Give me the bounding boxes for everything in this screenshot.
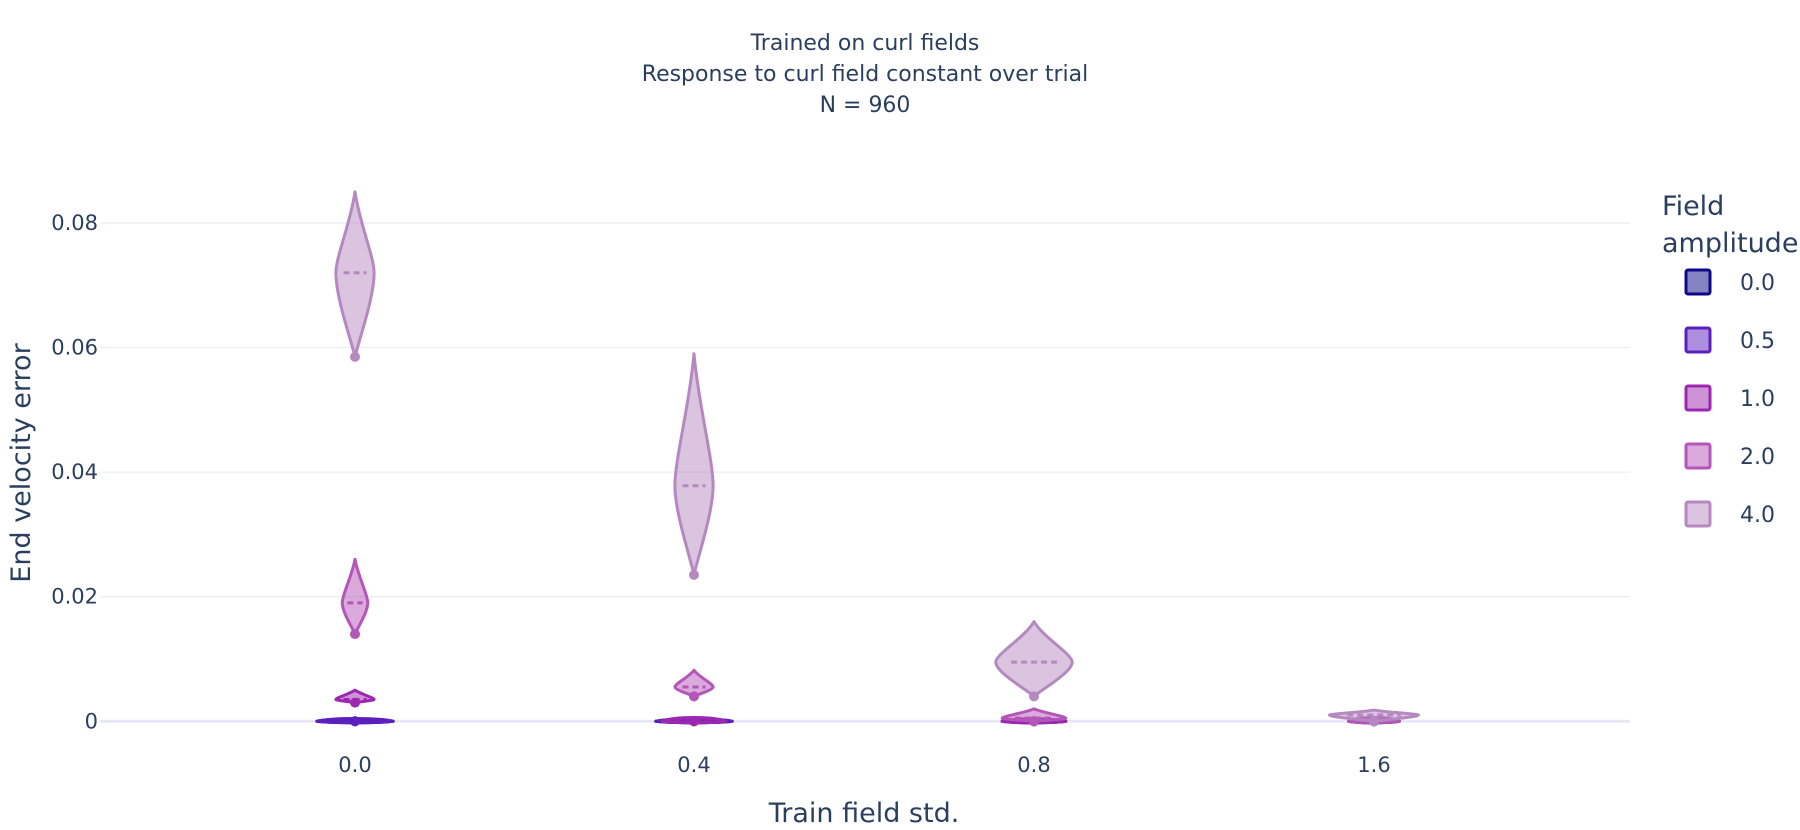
y-axis-title: End velocity error [6, 342, 37, 582]
legend-swatch [1684, 442, 1712, 470]
y-axis-ticks: 0 0.02 0.04 0.06 0.08 [51, 211, 98, 733]
x-axis-title: Train field std. [768, 798, 960, 829]
x-tick-label: 0.8 [1017, 753, 1050, 777]
legend-label: 4.0 [1740, 503, 1775, 528]
violin-body [340, 557, 370, 636]
violin-4.0-0.0 [334, 190, 376, 362]
violin-min-point [1029, 691, 1039, 702]
x-tick-label: 1.6 [1357, 753, 1390, 777]
legend-item-0.0[interactable]: 0.0 [1684, 268, 1775, 296]
violin-plot-area [315, 190, 1421, 727]
legend-title-line-2: amplitude [1662, 228, 1798, 259]
violin-min-point [350, 697, 360, 708]
violin-4.0-1.6 [1327, 708, 1421, 727]
violin-1.0-0.0 [334, 688, 376, 708]
y-tick-label: 0.06 [51, 336, 98, 360]
violin-1.0-0.4 [660, 716, 728, 727]
legend-item-1.0[interactable]: 1.0 [1684, 384, 1775, 412]
violin-4.0-0.8 [994, 620, 1074, 702]
chart-title-line-2: Response to curl field constant over tri… [642, 62, 1088, 87]
chart-title-line-1: Trained on curl fields [750, 31, 980, 56]
legend: Field amplitude 0.0 0.5 1.0 2.0 4.0 [1662, 191, 1798, 528]
legend-swatch [1684, 500, 1712, 528]
y-tick-label: 0.02 [51, 585, 98, 609]
violin-body [673, 352, 715, 577]
y-gridlines [100, 222, 1630, 723]
y-tick-label: 0 [85, 709, 98, 733]
x-axis-ticks: 0.0 0.4 0.8 1.6 [338, 753, 1390, 777]
legend-item-4.0[interactable]: 4.0 [1684, 500, 1775, 528]
chart-title: Trained on curl fields Response to curl … [642, 31, 1088, 118]
violin-body [334, 190, 376, 359]
violin-0.5-0.0 [315, 716, 395, 727]
chart-title-line-3: N = 960 [820, 93, 911, 118]
violin-2.0-0.4 [673, 668, 715, 702]
legend-label: 0.5 [1740, 329, 1775, 354]
violin-2.0-0.8 [1000, 707, 1068, 727]
violin-2.0-0.0 [340, 557, 370, 640]
legend-label: 1.0 [1740, 387, 1775, 412]
legend-label: 0.0 [1740, 271, 1775, 296]
violin-min-point [350, 351, 360, 362]
violin-min-point [689, 716, 699, 727]
violin-min-point [689, 691, 699, 702]
legend-swatch [1684, 268, 1712, 296]
legend-item-2.0[interactable]: 2.0 [1684, 442, 1775, 470]
x-tick-label: 0.4 [677, 753, 710, 777]
legend-swatch [1684, 384, 1712, 412]
legend-swatch [1684, 326, 1712, 354]
x-tick-label: 0.0 [338, 753, 371, 777]
violin-min-point [1029, 716, 1039, 727]
violin-min-point [350, 716, 360, 727]
violin-min-point [1369, 716, 1379, 727]
y-tick-label: 0.08 [51, 211, 98, 235]
legend-title-line-1: Field [1662, 191, 1724, 222]
violin-4.0-0.4 [673, 352, 715, 580]
violin-min-point [689, 569, 699, 580]
violin-body [994, 620, 1074, 698]
legend-label: 2.0 [1740, 445, 1775, 470]
violin-min-point [350, 629, 360, 640]
legend-item-0.5[interactable]: 0.5 [1684, 326, 1775, 354]
y-tick-label: 0.04 [51, 460, 98, 484]
